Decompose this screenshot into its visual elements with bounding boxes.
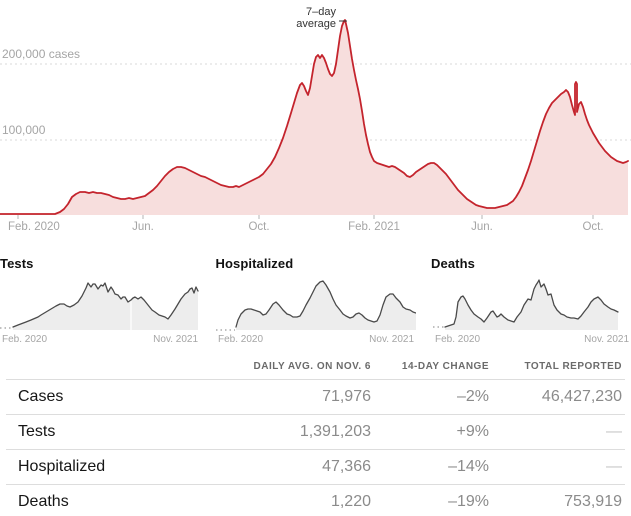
cases-area-chart[interactable]: 200,000 cases 100,000 Feb. 2020 Jun. Oct. Feb… xyxy=(0,0,631,233)
table-row-tests: Tests 1,391,203 +9% — xyxy=(6,414,625,449)
hospitalized-total: — xyxy=(606,458,622,475)
tests-area-fill xyxy=(13,283,198,330)
x-axis-label: Oct. xyxy=(582,221,603,232)
x-axis-label: Nov. 2021 xyxy=(584,334,629,345)
table-row-hospitalized: Hospitalized 47,366 –14% — xyxy=(6,449,625,484)
cases-chart-panel: 200,000 cases 100,000 Feb. 2020 Jun. Oct. Feb… xyxy=(0,0,631,233)
deaths-daily-avg: 1,220 xyxy=(330,493,371,510)
hospitalized-daily-avg: 47,366 xyxy=(322,458,371,475)
header-14day-change: 14-DAY CHANGE xyxy=(401,360,489,372)
x-axis-label: Feb. 2020 xyxy=(2,334,47,345)
hospitalized-area-fill xyxy=(235,281,416,330)
row-label: Deaths xyxy=(18,493,69,510)
x-axis-label: Feb. 2020 xyxy=(435,334,480,345)
cases-daily-avg: 71,976 xyxy=(322,388,371,405)
tests-area-chart[interactable]: Feb. 2020 Nov. 2021 xyxy=(0,272,200,346)
row-label: Cases xyxy=(18,388,64,405)
tests-mini-panel: Tests Feb. 2020 Nov. 2021 xyxy=(0,256,200,346)
mini-charts-row: Tests Feb. 2020 Nov. 2021 Hospitalized Fe… xyxy=(0,256,631,346)
header-daily-avg: DAILY AVG. ON NOV. 6 xyxy=(253,360,371,372)
x-axis-label: Feb. 2020 xyxy=(8,221,60,232)
hospitalized-mini-panel: Hospitalized Feb. 2020 Nov. 2021 xyxy=(215,256,416,346)
hospitalized-area-chart[interactable]: Feb. 2020 Nov. 2021 xyxy=(215,272,416,346)
y-gridline-label: 100,000 xyxy=(2,123,46,137)
seven-day-average-annotation: 7–day xyxy=(306,6,336,18)
tests-total: — xyxy=(606,423,622,440)
deaths-change: –19% xyxy=(448,493,489,510)
x-axis-label: Jun. xyxy=(471,221,493,232)
x-axis-label: Oct. xyxy=(248,221,269,232)
tests-line xyxy=(12,282,199,328)
table-row-cases: Cases 71,976 –2% 46,427,230 xyxy=(6,379,625,414)
main-area-fill xyxy=(0,20,628,215)
cases-change: –2% xyxy=(456,388,489,405)
seven-day-average-annotation: average xyxy=(296,18,336,30)
summary-table-header: DAILY AVG. ON NOV. 6 14-DAY CHANGE TOTAL… xyxy=(6,353,625,379)
tests-title: Tests xyxy=(0,256,34,271)
deaths-area-chart[interactable]: Feb. 2020 Nov. 2021 xyxy=(431,272,631,346)
deaths-title: Deaths xyxy=(431,256,475,271)
tests-daily-avg: 1,391,203 xyxy=(299,423,371,440)
summary-table: DAILY AVG. ON NOV. 6 14-DAY CHANGE TOTAL… xyxy=(6,353,625,516)
x-axis-label: Nov. 2021 xyxy=(369,334,414,345)
x-axis-label: Feb. 2020 xyxy=(218,334,263,345)
main-line xyxy=(0,19,629,215)
hospitalized-title: Hospitalized xyxy=(215,256,294,271)
deaths-total: 753,919 xyxy=(564,493,622,510)
deaths-line xyxy=(444,279,619,328)
y-gridline-label: 200,000 cases xyxy=(2,47,80,61)
table-row-deaths: Deaths 1,220 –19% 753,919 xyxy=(6,484,625,516)
deaths-mini-panel: Deaths Feb. 2020 Nov. 2021 xyxy=(431,256,631,346)
cases-total: 46,427,230 xyxy=(541,388,622,405)
x-axis-label: Jun. xyxy=(132,221,154,232)
hospitalized-change: –14% xyxy=(448,458,489,475)
tests-change: +9% xyxy=(456,423,489,440)
deaths-area-fill xyxy=(445,280,618,330)
row-label: Tests xyxy=(18,423,56,440)
hospitalized-line xyxy=(234,280,416,328)
x-axis-label: Nov. 2021 xyxy=(153,334,198,345)
x-axis-label: Feb. 2021 xyxy=(348,221,400,232)
header-total-reported: TOTAL REPORTED xyxy=(524,360,622,372)
row-label: Hospitalized xyxy=(18,458,106,475)
